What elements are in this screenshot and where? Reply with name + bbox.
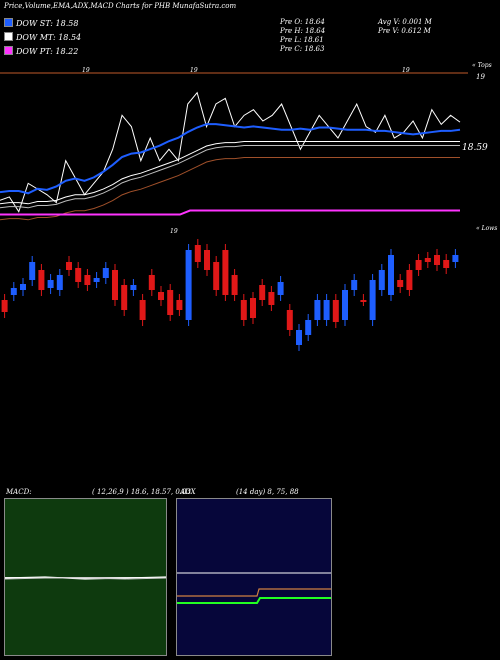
candle-body <box>342 290 348 320</box>
candle-body <box>240 300 247 320</box>
legend-item-st: DOW ST: 18.58 <box>4 18 78 28</box>
candle-body <box>286 310 293 330</box>
candle-body <box>20 284 26 290</box>
pre-high: Pre H: 18.64 <box>280 27 326 35</box>
candle-body <box>47 280 54 288</box>
price-chart <box>0 72 468 351</box>
candle-body <box>351 280 358 290</box>
candle-body <box>213 262 220 290</box>
price-label: 18.59 <box>462 143 488 153</box>
candle-body <box>139 300 146 320</box>
pre-low: Pre L: 18.61 <box>280 36 324 44</box>
legend-swatch <box>4 46 13 55</box>
candle-body <box>277 282 284 295</box>
candle-body <box>176 300 183 310</box>
candle-body <box>305 320 312 335</box>
candle-body <box>38 270 45 290</box>
adx-minus-di <box>177 597 331 604</box>
indicator-lines <box>0 91 461 221</box>
tops-label: « Tops <box>472 62 492 69</box>
macd-signal-line <box>5 577 166 580</box>
adx-params: (14 day) 8, 75, 88 <box>236 488 299 496</box>
candle-body <box>369 280 376 320</box>
candle-body <box>323 300 330 320</box>
candle-body <box>130 285 137 290</box>
candle-body <box>250 298 256 318</box>
legend-item-pt: DOW PT: 18.22 <box>4 46 78 56</box>
candle-body <box>360 300 367 302</box>
macd-label: MACD: <box>6 488 32 496</box>
brown-band-line <box>0 156 460 221</box>
adx-label: ADX <box>180 488 196 496</box>
legend-swatch <box>4 18 13 27</box>
mt-band-line <box>0 144 460 209</box>
macd-panel <box>4 498 167 656</box>
candle-body <box>1 300 8 312</box>
candle-body <box>332 300 339 322</box>
candle-body <box>158 292 164 300</box>
candle-body <box>194 245 201 262</box>
adx-plus-di <box>177 588 331 597</box>
candle-body <box>314 300 321 320</box>
macd-params: ( 12,26,9 ) 18.6, 18.57, 0.03 <box>92 488 191 496</box>
candle-body <box>84 275 91 285</box>
candle-body <box>93 278 100 282</box>
legend-label: DOW MT: 18.54 <box>16 33 82 42</box>
candle-body <box>296 330 302 345</box>
marker-label: 19 <box>190 67 198 74</box>
mt-line <box>0 140 460 205</box>
macd-zero-line <box>5 577 166 578</box>
candle-body <box>434 255 440 265</box>
candles <box>1 239 459 351</box>
candle-body <box>222 250 229 295</box>
legend-swatch <box>4 32 13 41</box>
marker-label: 19 <box>82 67 90 74</box>
marker-label: 19 <box>402 67 410 74</box>
candle-body <box>268 292 275 305</box>
candle-body <box>185 250 192 320</box>
candle-body <box>56 275 63 290</box>
candle-body <box>397 280 404 287</box>
adx-panel <box>176 498 332 656</box>
price-line <box>0 91 461 213</box>
macd-line <box>5 576 166 580</box>
legend-label: DOW ST: 18.58 <box>16 19 79 28</box>
candle-body <box>167 290 174 315</box>
adx-lines <box>177 572 331 604</box>
pre-volume: Pre V: 0.612 M <box>378 27 431 35</box>
candle-body <box>75 268 82 282</box>
legend-label: DOW PT: 18.22 <box>16 47 79 56</box>
candle-body <box>231 275 238 295</box>
candle-body <box>452 255 459 262</box>
candle-body <box>406 270 413 290</box>
candle-body <box>29 262 36 280</box>
candle-body <box>148 275 155 290</box>
st-line <box>0 123 461 195</box>
candle-body <box>121 285 128 310</box>
candle-body <box>415 260 422 270</box>
avg-volume: Avg V: 0.001 M <box>378 18 432 26</box>
pre-open: Pre O: 18.64 <box>280 18 325 26</box>
candle-body <box>66 262 72 270</box>
candle-body <box>204 250 210 270</box>
legend-item-mt: DOW MT: 18.54 <box>4 32 81 42</box>
candle-body <box>378 270 385 290</box>
candle-body <box>112 270 118 300</box>
pt-line <box>0 209 460 216</box>
candle-body <box>259 285 266 300</box>
candle-body <box>388 255 394 295</box>
candle-body <box>443 260 450 268</box>
tops-value: 19 <box>476 73 485 81</box>
candle-body <box>102 268 109 278</box>
macd-lines <box>5 576 166 580</box>
marker-label: 19 <box>170 228 178 235</box>
candle-body <box>10 288 17 295</box>
chart-title: Price,Volume,EMA,ADX,MACD Charts for PHB… <box>4 2 237 10</box>
lows-label: « Lows <box>476 225 498 232</box>
candle-body <box>424 258 431 262</box>
pre-close: Pre C: 18.63 <box>280 45 325 53</box>
